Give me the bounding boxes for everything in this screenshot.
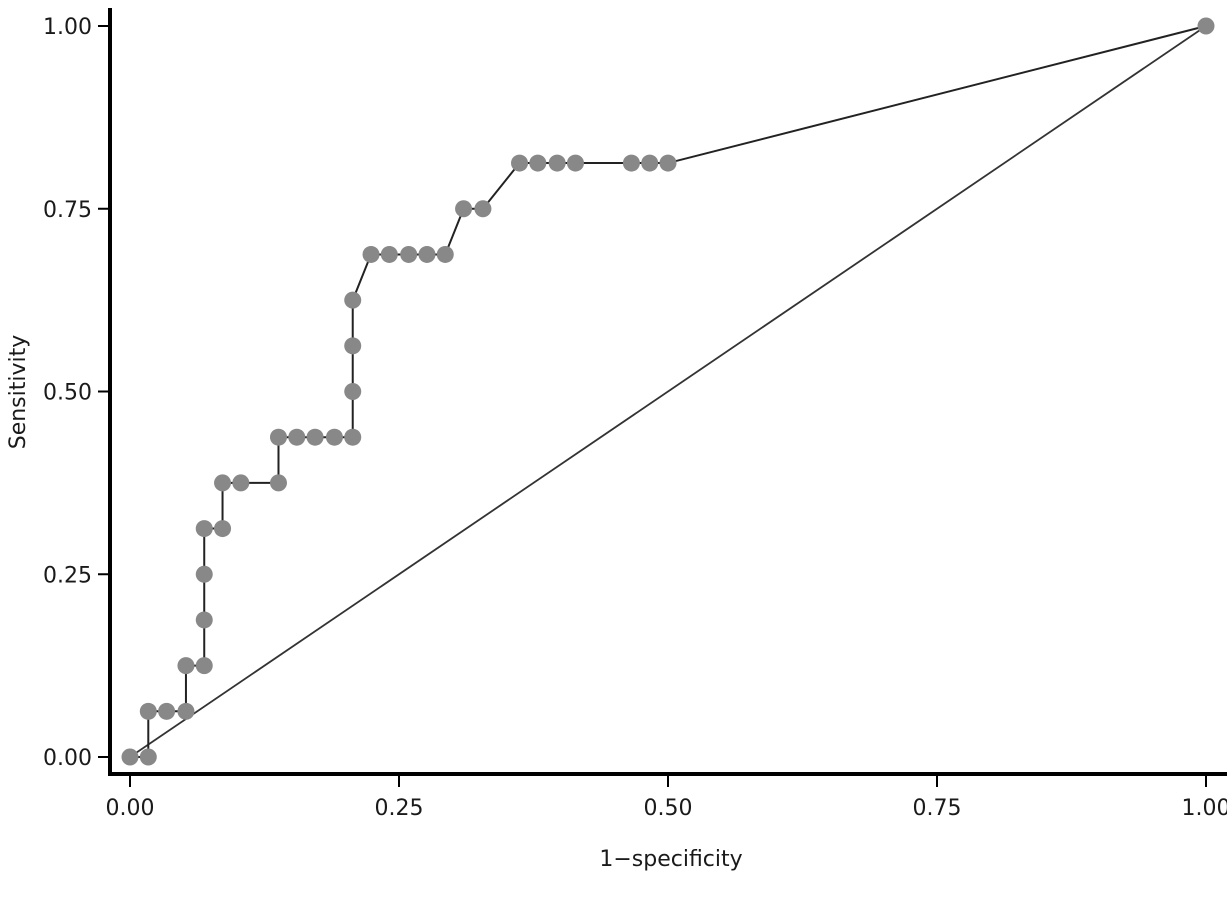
reference-line-layer (129, 25, 1207, 758)
roc-point (195, 657, 213, 675)
x-tick-label: 1.00 (1182, 796, 1227, 821)
roc-point (622, 154, 640, 172)
roc-point (1197, 17, 1215, 35)
x-tick-label: 0.25 (375, 796, 424, 821)
roc-point (344, 291, 362, 309)
x-tick-label: 0.50 (644, 796, 693, 821)
roc-point (344, 337, 362, 355)
roc-point (566, 154, 584, 172)
roc-point (214, 474, 232, 492)
roc-point (195, 565, 213, 583)
roc-point (121, 748, 139, 766)
roc-point (474, 200, 492, 218)
roc-point (418, 245, 436, 263)
roc-point (400, 245, 418, 263)
roc-point (362, 245, 380, 263)
roc-point (529, 154, 547, 172)
roc-point (511, 154, 529, 172)
roc-point (214, 520, 232, 538)
y-axis-title: Sensitivity (6, 335, 31, 450)
roc-point (548, 154, 566, 172)
reference-diagonal-line (129, 25, 1207, 758)
roc-point (325, 428, 343, 446)
roc-point (195, 611, 213, 629)
roc-point (195, 520, 213, 538)
roc-point (139, 702, 157, 720)
roc-point (177, 657, 195, 675)
roc-point (177, 702, 195, 720)
roc-point (641, 154, 659, 172)
axes (98, 8, 1227, 787)
roc-point (306, 428, 324, 446)
roc-point (232, 474, 250, 492)
x-tick-label: 0.00 (106, 796, 155, 821)
roc-point (455, 200, 473, 218)
roc-point (269, 474, 287, 492)
roc-point (139, 748, 157, 766)
x-tick-label: 0.75 (913, 796, 962, 821)
y-tick-label: 0.00 (43, 746, 92, 771)
y-tick-label: 0.25 (43, 563, 92, 588)
y-tick-label: 1.00 (43, 15, 92, 40)
roc-marker-layer (121, 17, 1215, 766)
roc-point (269, 428, 287, 446)
roc-point (659, 154, 677, 172)
roc-point (436, 245, 454, 263)
y-tick-label: 0.75 (43, 198, 92, 223)
roc-point (344, 428, 362, 446)
roc-point (288, 428, 306, 446)
roc-point (344, 383, 362, 400)
tick-labels: 0.00 0.25 0.50 0.75 1.00 0.00 0.25 0.50 0.75 1.00 (43, 15, 1227, 821)
roc-point (158, 702, 176, 720)
y-tick-label: 0.50 (43, 381, 92, 406)
roc-point (380, 245, 398, 263)
x-axis-title: 1−specificity (599, 847, 742, 872)
